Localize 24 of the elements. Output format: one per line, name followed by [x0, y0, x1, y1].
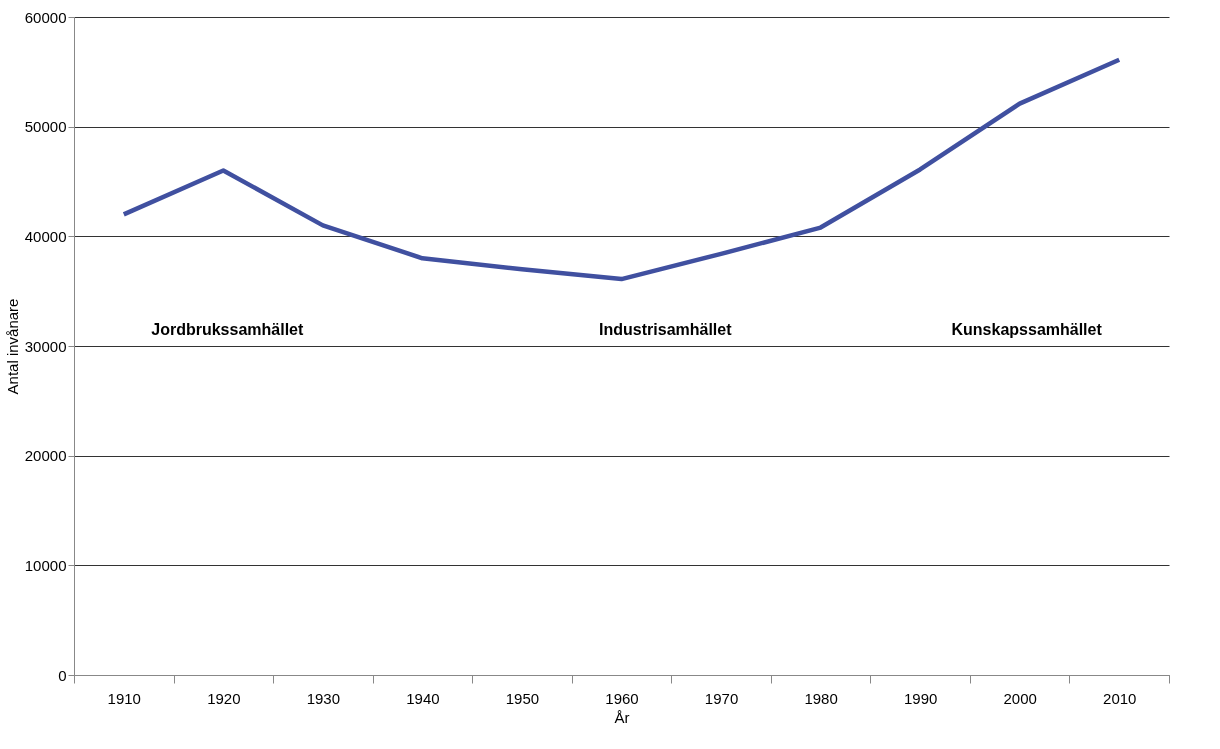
x-tick-label: 2010: [1103, 689, 1137, 707]
x-tick-label: 2000: [1003, 689, 1037, 707]
x-tick-label: 1930: [306, 689, 341, 707]
x-tick-label: 1960: [605, 689, 639, 707]
x-tick-label: 1970: [704, 689, 739, 707]
y-tick-label: 10000: [24, 556, 67, 574]
x-tick-label: 1950: [505, 689, 540, 707]
x-tick-label: 1920: [207, 689, 241, 707]
x-axis-title: År: [614, 708, 630, 726]
line-series: [121, 57, 1122, 282]
x-tick-label: 1910: [107, 689, 141, 707]
y-tick-label: 60000: [24, 8, 67, 26]
y-axis-title: Antal invånare: [3, 298, 21, 395]
x-tick-label: 1940: [406, 689, 440, 707]
annotation: Jordbrukssamhället: [151, 320, 304, 338]
annotation: Industrisamhället: [599, 320, 733, 338]
y-tick-label: 20000: [24, 447, 67, 465]
x-tick-label: 1990: [903, 689, 938, 707]
y-tick-label: 40000: [24, 227, 67, 245]
annotation: Kunskapssamhället: [951, 320, 1103, 338]
y-tick-label: 30000: [24, 337, 67, 355]
y-tick-label: 50000: [24, 118, 67, 136]
x-tick-label: 1980: [804, 689, 838, 707]
y-tick-label: 0: [58, 666, 67, 684]
